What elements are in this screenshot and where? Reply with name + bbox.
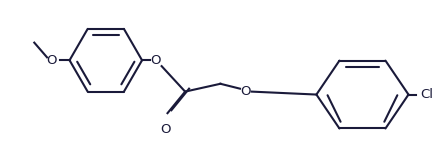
Text: O: O bbox=[241, 85, 251, 98]
Text: O: O bbox=[47, 54, 57, 67]
Text: Cl: Cl bbox=[420, 88, 433, 101]
Text: O: O bbox=[151, 54, 161, 67]
Text: O: O bbox=[160, 123, 171, 136]
